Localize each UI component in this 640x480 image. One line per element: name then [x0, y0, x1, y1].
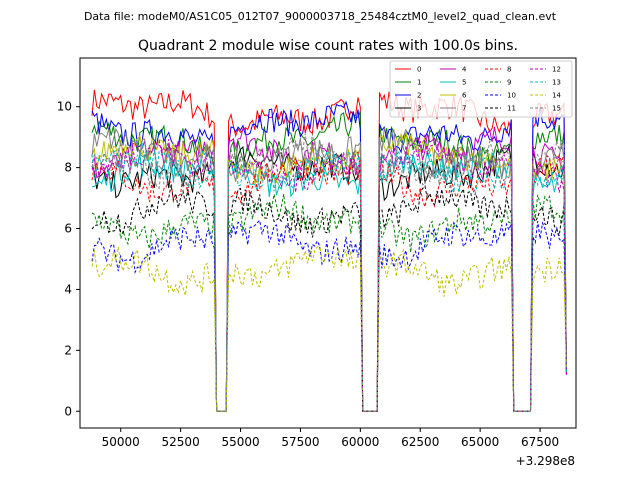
- y-tick-label: 8: [64, 161, 72, 175]
- series-line-10: [91, 219, 567, 412]
- legend-label: 6: [462, 92, 467, 100]
- y-tick-label: 6: [64, 222, 72, 236]
- legend-label: 2: [417, 92, 421, 100]
- x-tick-label: 62500: [401, 435, 439, 449]
- legend-box: [389, 60, 573, 118]
- series-line-1: [91, 111, 567, 412]
- series-line-15: [91, 133, 567, 412]
- x-tick-label: 50000: [102, 435, 140, 449]
- y-tick-label: 2: [64, 343, 72, 357]
- y-tick-label: 4: [64, 282, 72, 296]
- legend-label: 4: [462, 66, 467, 74]
- x-axis: 50000 52500 55000 57500 60000 62500 65000 67500: [102, 428, 559, 449]
- chart-title: Quadrant 2 module wise count rates with …: [138, 38, 518, 54]
- x-tick-label: 60000: [341, 435, 379, 449]
- plot-area: [79, 57, 577, 429]
- series-line-12: [91, 134, 567, 412]
- x-offset-label: +3.298e8: [516, 454, 575, 468]
- figure-suptitle: Data file: modeM0/AS1C05_012T07_90000037…: [84, 10, 557, 23]
- x-tick-label: 65000: [461, 435, 499, 449]
- legend-label: 1: [417, 79, 421, 87]
- y-tick-label: 10: [57, 100, 72, 114]
- series-line-0: [91, 89, 567, 412]
- series-line-13: [91, 142, 567, 412]
- legend-label: 7: [462, 105, 466, 113]
- legend-label: 12: [552, 66, 561, 74]
- x-tick-label: 67500: [521, 435, 559, 449]
- series-line-14: [91, 242, 567, 412]
- x-tick-label: 57500: [281, 435, 319, 449]
- legend-label: 5: [462, 79, 466, 87]
- legend-label: 11: [507, 105, 516, 113]
- y-axis: 0 2 4 6 8 10: [57, 100, 80, 418]
- legend-label: 3: [417, 105, 421, 113]
- legend-label: 14: [552, 92, 561, 100]
- axes-frame: [79, 57, 577, 429]
- series-line-8: [91, 153, 567, 412]
- y-tick-label: 0: [64, 404, 72, 418]
- series-line-11: [91, 184, 567, 412]
- legend-label: 13: [552, 79, 561, 87]
- series-line-4: [91, 126, 567, 412]
- legend-label: 15: [552, 105, 561, 113]
- series-layer: [91, 89, 567, 412]
- legend-label: 9: [507, 79, 511, 87]
- x-tick-label: 55000: [221, 435, 259, 449]
- x-tick-label: 52500: [162, 435, 200, 449]
- legend-label: 0: [417, 66, 421, 74]
- series-line-5: [91, 149, 567, 412]
- legend-label: 10: [507, 92, 516, 100]
- legend-label: 8: [507, 66, 511, 74]
- series-line-9: [91, 194, 567, 412]
